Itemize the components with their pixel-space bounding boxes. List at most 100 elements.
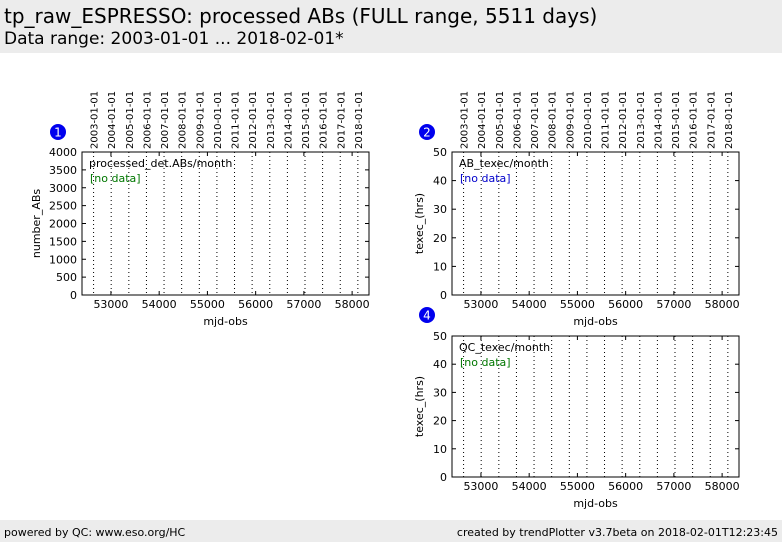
x-tick-label: 55000 (190, 298, 225, 311)
y-tick-label: 2000 (49, 218, 77, 231)
y-tick-label: 40 (433, 358, 447, 371)
x-tick-label: 56000 (238, 298, 273, 311)
y-tick-label: 20 (433, 232, 447, 245)
footer-created-by: created by trendPlotter v3.7beta on 2018… (456, 526, 778, 539)
panel-number-badge (50, 124, 66, 140)
date-tick-label: 2017-01-01 (336, 91, 347, 149)
date-tick-label: 2013-01-01 (636, 91, 647, 149)
y-axis-label: texec_(hrs) (413, 376, 426, 437)
y-tick-label: 0 (70, 289, 77, 302)
chart-panel-1: 53000 54000 55000 56000 57000 58000 0 500 1000 15… (30, 91, 370, 328)
x-tick-label: 55000 (560, 480, 595, 493)
date-tick-label: 2014-01-01 (653, 91, 664, 149)
y-tick-label: 50 (433, 146, 447, 159)
y-tick-label: 0 (440, 289, 447, 302)
y-tick-label: 3000 (49, 182, 77, 195)
date-tick-label: 2006-01-01 (512, 91, 523, 149)
date-tick-label: 2003-01-01 (90, 91, 101, 149)
y-tick-label: 30 (433, 386, 447, 399)
panel-number-badge (419, 124, 435, 140)
footer-powered-by: powered by QC: www.eso.org/HC (4, 526, 186, 539)
y-tick-label: 50 (433, 330, 447, 343)
date-tick-label: 2007-01-01 (160, 91, 171, 149)
date-tick-label: 2013-01-01 (266, 91, 277, 149)
y-tick-label: 1000 (49, 253, 77, 266)
date-tick-label: 2016-01-01 (689, 91, 700, 149)
y-tick-label: 500 (56, 271, 77, 284)
panel-title: AB_texec/month (459, 157, 549, 170)
y-tick-label: 4000 (49, 146, 77, 159)
no-data-label: [no data] (460, 172, 511, 185)
date-tick-label: 2016-01-01 (319, 91, 330, 149)
x-axis-label: mjd-obs (203, 315, 248, 328)
date-tick-label: 2003-01-01 (460, 91, 471, 149)
x-tick-label: 54000 (142, 298, 177, 311)
y-axis-label: texec_(hrs) (413, 193, 426, 254)
y-tick-label: 30 (433, 203, 447, 216)
date-tick-label: 2011-01-01 (601, 91, 612, 149)
page-title: tp_raw_ESPRESSO: processed ABs (FULL ran… (4, 4, 598, 28)
x-tick-label: 55000 (560, 298, 595, 311)
y-tick-label: 10 (433, 443, 447, 456)
plot-frame (451, 335, 740, 478)
header-bar: tp_raw_ESPRESSO: processed ABs (FULL ran… (0, 0, 782, 53)
date-tick-label: 2005-01-01 (125, 91, 136, 149)
date-tick-label: 2012-01-01 (248, 91, 259, 149)
y-tick-label: 1500 (49, 235, 77, 248)
y-tick-label: 3500 (49, 164, 77, 177)
x-tick-label: 53000 (463, 298, 498, 311)
page-subtitle: Data range: 2003-01-01 ... 2018-02-01* (4, 29, 344, 49)
x-tick-label: 54000 (512, 480, 547, 493)
date-tick-label: 2009-01-01 (195, 91, 206, 149)
x-tick-label: 57000 (656, 298, 691, 311)
footer-bar: powered by QC: www.eso.org/HC created by… (0, 520, 782, 542)
date-tick-label: 2009-01-01 (565, 91, 576, 149)
x-tick-label: 53000 (93, 298, 128, 311)
panel-title: processed_det.ABs/month (89, 157, 232, 170)
plot-frame (451, 151, 740, 296)
x-tick-label: 58000 (705, 480, 740, 493)
date-tick-label: 2018-01-01 (724, 91, 735, 149)
date-tick-label: 2005-01-01 (495, 91, 506, 149)
panel-number-label: 2 (423, 126, 431, 140)
date-tick-label: 2015-01-01 (671, 91, 682, 149)
date-tick-label: 2011-01-01 (231, 91, 242, 149)
date-tick-label: 2018-01-01 (354, 91, 365, 149)
no-data-label: [no data] (460, 356, 511, 369)
date-tick-label: 2012-01-01 (618, 91, 629, 149)
date-tick-label: 2007-01-01 (530, 91, 541, 149)
panel-number-badge (419, 307, 435, 323)
date-tick-label: 2015-01-01 (301, 91, 312, 149)
x-tick-label: 58000 (335, 298, 370, 311)
panel-number-label: 4 (423, 309, 431, 323)
date-tick-label: 2008-01-01 (178, 91, 189, 149)
date-tick-label: 2010-01-01 (213, 91, 224, 149)
y-tick-label: 2500 (49, 200, 77, 213)
no-data-label: [no data] (90, 172, 141, 185)
date-tick-label: 2017-01-01 (706, 91, 717, 149)
x-tick-label: 57000 (656, 480, 691, 493)
x-tick-label: 53000 (463, 480, 498, 493)
y-tick-label: 0 (440, 471, 447, 484)
x-axis-label: mjd-obs (573, 497, 618, 510)
date-tick-label: 2010-01-01 (583, 91, 594, 149)
y-tick-label: 10 (433, 260, 447, 273)
date-tick-label: 2014-01-01 (283, 91, 294, 149)
x-tick-label: 56000 (608, 480, 643, 493)
date-tick-label: 2006-01-01 (142, 91, 153, 149)
x-tick-label: 57000 (286, 298, 321, 311)
y-tick-label: 40 (433, 175, 447, 188)
date-tick-label: 2004-01-01 (107, 91, 118, 149)
date-tick-label: 2004-01-01 (477, 91, 488, 149)
y-axis-label: number_ABs (30, 189, 43, 259)
chart-panel-2: 53000 54000 55000 56000 57000 58000 0 10 20 30 40 5… (413, 91, 740, 328)
panel-title: QC_texec/month (459, 341, 550, 354)
y-tick-label: 20 (433, 415, 447, 428)
date-tick-label: 2008-01-01 (548, 91, 559, 149)
x-tick-label: 58000 (705, 298, 740, 311)
x-tick-label: 54000 (512, 298, 547, 311)
x-tick-label: 56000 (608, 298, 643, 311)
chart-panel-4: 53000 54000 55000 56000 57000 58000 0 10 20 30 40 5… (413, 307, 740, 510)
panel-number-label: 1 (54, 126, 62, 140)
